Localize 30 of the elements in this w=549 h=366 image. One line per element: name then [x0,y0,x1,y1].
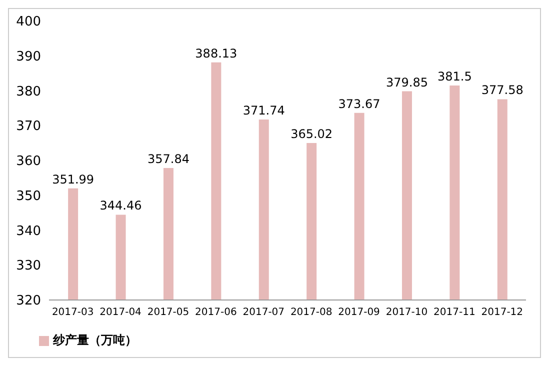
y-tick-label: 360 [16,154,41,170]
y-tick-label: 340 [16,224,41,239]
x-tick-label: 2017-10 [386,307,428,318]
y-tick-label: 330 [16,258,41,274]
data-label: 373.67 [338,96,380,111]
x-tick-label: 2017-06 [195,307,237,318]
data-label: 377.58 [481,83,524,98]
x-tick-label: 2017-09 [338,307,380,318]
data-label: 351.99 [52,172,94,186]
y-tick-label: 350 [16,188,41,204]
y-tick-label: 320 [16,294,41,309]
data-label: 365.02 [290,126,333,141]
data-label: 371.74 [242,104,285,118]
data-label: 388.13 [195,46,238,60]
x-tick-label: 2017-03 [52,307,94,318]
x-tick-label: 2017-11 [434,307,476,318]
data-label: 381.5 [438,70,472,84]
data-label: 357.84 [147,152,190,166]
data-label: 344.46 [100,198,142,213]
y-tick-label: 380 [16,84,41,100]
y-tick-label: 400 [16,14,41,30]
data-label: 379.85 [386,75,428,90]
x-tick-label: 2017-05 [147,307,190,318]
legend-label: 纱产量（万吨） [53,333,137,347]
x-tick-label: 2017-08 [290,307,332,318]
y-tick-label: 390 [16,49,41,64]
x-tick-label: 2017-12 [481,307,524,318]
x-tick-label: 2017-04 [100,307,142,318]
x-tick-label: 2017-07 [242,307,285,318]
y-tick-label: 370 [16,119,41,134]
